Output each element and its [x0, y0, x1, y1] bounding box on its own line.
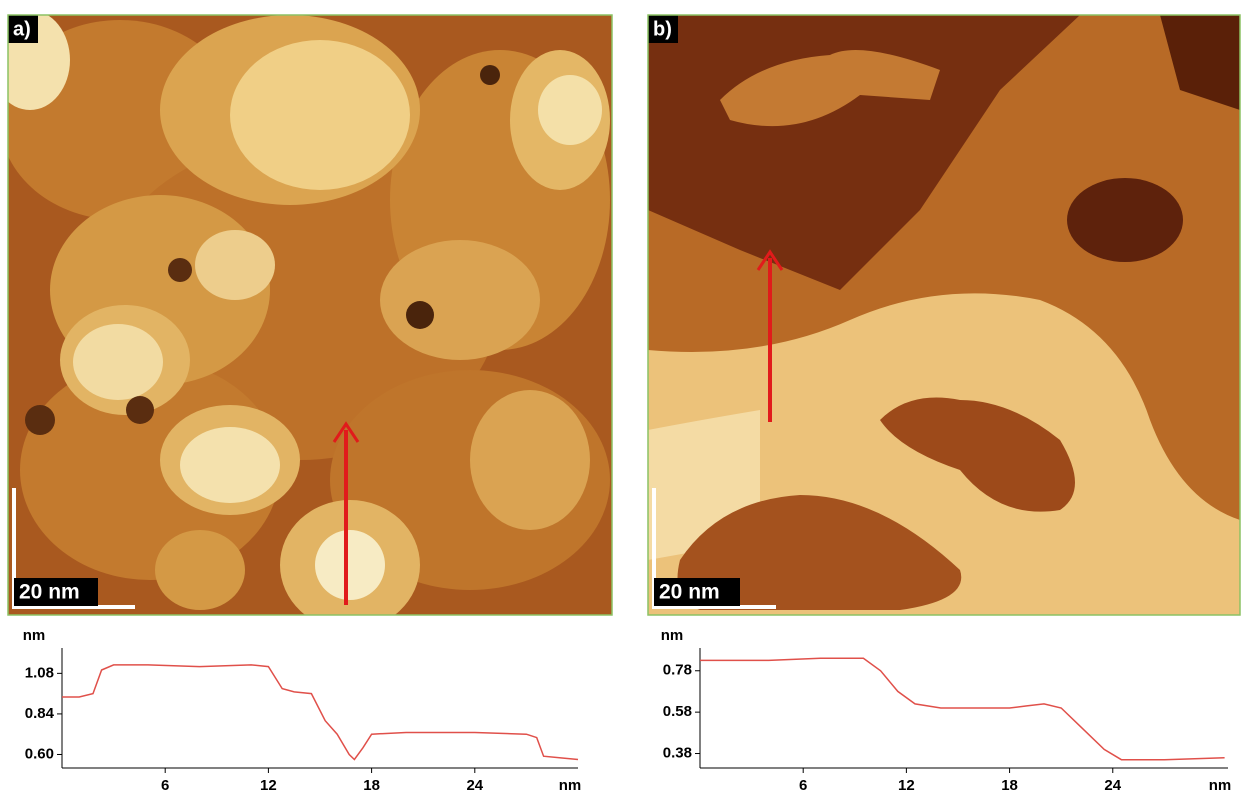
- x-tick-label: 6: [799, 777, 807, 794]
- y-axis-label: nm: [661, 627, 684, 644]
- x-tick-label: 18: [1001, 777, 1018, 794]
- x-tick-label: 24: [466, 777, 483, 794]
- scale-bar-label: 20 nm: [19, 581, 80, 604]
- y-axis-label: nm: [23, 627, 46, 644]
- y-tick-label: 0.60: [25, 745, 54, 762]
- x-axis-label: nm: [559, 777, 582, 794]
- x-tick-label: 24: [1104, 777, 1121, 794]
- x-tick-label: 12: [260, 777, 277, 794]
- x-tick-label: 18: [363, 777, 380, 794]
- stm-image-a: [0, 10, 612, 630]
- y-tick-label: 1.08: [25, 664, 54, 681]
- y-tick-label: 0.38: [663, 744, 692, 761]
- x-axis-label: nm: [1209, 777, 1232, 794]
- y-tick-label: 0.58: [663, 703, 692, 720]
- figure: a) 20 nm b) 20 nm nm nm 0.60 0.84 1.08 6 12 18 2…: [0, 0, 1242, 796]
- profile-line: [62, 665, 578, 760]
- page: a) 20 nm b) 20 nm nm nm 0.60 0.84 1.08 6 12 18 2…: [0, 0, 1242, 801]
- scale-bar-label: 20 nm: [659, 581, 720, 604]
- x-tick-label: 12: [898, 777, 915, 794]
- panel-label: b): [653, 18, 672, 40]
- x-tick-label: 6: [161, 777, 169, 794]
- y-tick-label: 0.78: [663, 662, 692, 679]
- panel-label: a): [13, 18, 31, 40]
- stm-image-b: [648, 15, 1240, 615]
- profile-line: [700, 658, 1225, 759]
- y-tick-label: 0.84: [25, 705, 55, 722]
